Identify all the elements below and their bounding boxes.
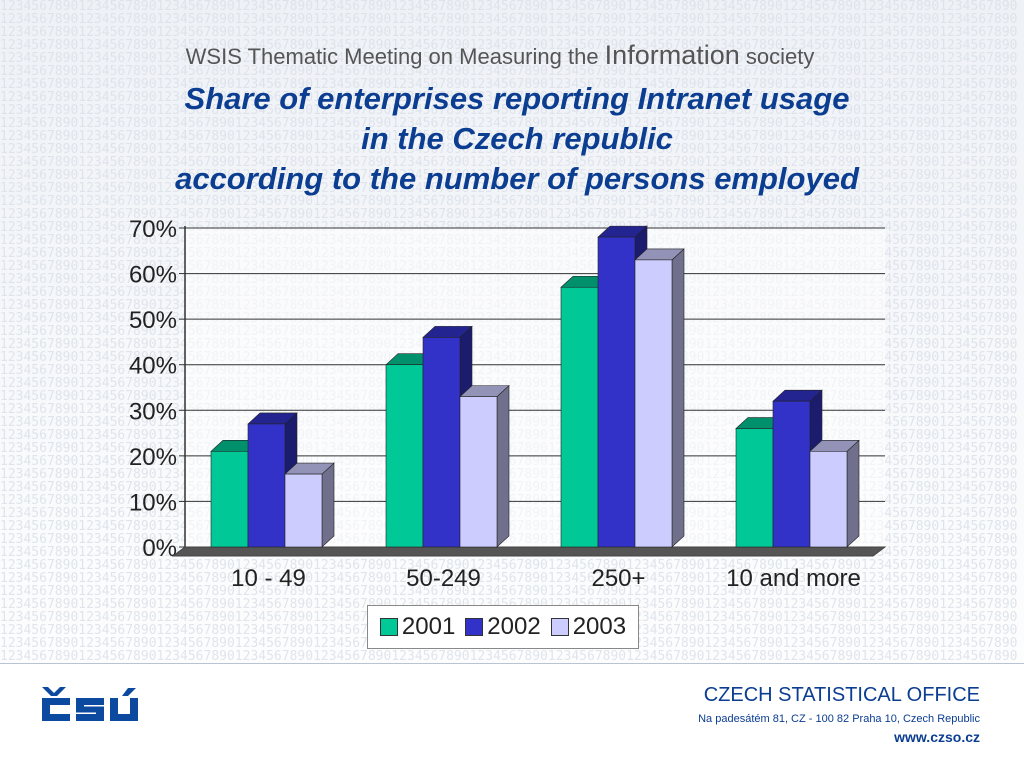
bar-2001-1: [385, 364, 424, 548]
meeting-subtitle-part2: Information: [604, 40, 740, 70]
y-tick-label: 50%: [129, 307, 177, 334]
csu-logo-mark: [42, 687, 138, 721]
bar-2003-1: [459, 396, 498, 548]
y-tick-label: 20%: [129, 444, 177, 471]
bar-2002-2: [597, 236, 636, 548]
bar-2002-3: [772, 400, 811, 548]
x-tick-label: 10 and more: [726, 565, 861, 592]
chart-title-line2: in the Czech republic: [361, 121, 673, 156]
bar-side: [671, 248, 685, 548]
chart-legend: 2001 2002 2003: [367, 605, 639, 649]
footer-divider: [0, 663, 1024, 664]
y-tick-label: 40%: [129, 353, 177, 380]
bar-2002-0: [247, 423, 286, 548]
bar-side: [496, 384, 510, 548]
bar-2001-0: [210, 450, 249, 548]
bar-chart: 0% 10% 20% 30% 40% 50% 60% 70% 10 - 49 50-249 250+…: [129, 216, 887, 592]
bar-side: [321, 462, 335, 548]
bar-2002-1: [422, 337, 461, 548]
y-tick-label: 0%: [142, 535, 177, 562]
meeting-subtitle: WSIS Thematic Meeting on Measuring the I…: [0, 40, 1000, 71]
y-tick-label: 30%: [129, 398, 177, 425]
chart-title-line3: according to the number of persons emplo…: [175, 161, 859, 196]
legend-label-2002: 2002: [487, 613, 541, 640]
legend-swatch-2002: [465, 618, 484, 636]
bar-2003-3: [809, 450, 848, 548]
legend-label-2003: 2003: [572, 613, 627, 640]
legend-swatch-2001: [379, 618, 398, 636]
y-tick-label: 60%: [129, 262, 177, 289]
legend-item-2001: 2001: [379, 613, 456, 641]
meeting-subtitle-part1: WSIS Thematic Meeting on Measuring the: [185, 44, 605, 69]
bar-2001-3: [735, 428, 774, 548]
csu-logo: [40, 686, 150, 731]
bar-side: [846, 439, 860, 548]
office-address: Na padesátém 81, CZ - 100 82 Praha 10, C…: [698, 713, 980, 725]
chart-title-line1: Share of enterprises reporting Intranet …: [184, 81, 850, 116]
legend-label-2001: 2001: [401, 613, 456, 640]
x-tick-label: 250+: [591, 565, 645, 592]
office-name: CZECH STATISTICAL OFFICE: [703, 684, 980, 706]
office-website-link[interactable]: www.czso.cz: [894, 729, 980, 745]
legend-swatch-2003: [550, 618, 569, 636]
bar-2003-2: [634, 259, 673, 548]
legend-item-2003: 2003: [550, 613, 627, 641]
y-tick-label: 70%: [129, 216, 177, 243]
chart-floor: [171, 546, 887, 557]
legend-item-2002: 2002: [465, 613, 541, 641]
y-tick-label: 10%: [129, 489, 177, 516]
meeting-subtitle-part3: society: [739, 44, 815, 69]
footer: [0, 664, 1024, 768]
bar-2003-0: [284, 473, 323, 548]
x-tick-label: 10 - 49: [231, 565, 306, 592]
x-tick-label: 50-249: [406, 565, 481, 592]
bar-2001-2: [560, 286, 599, 548]
